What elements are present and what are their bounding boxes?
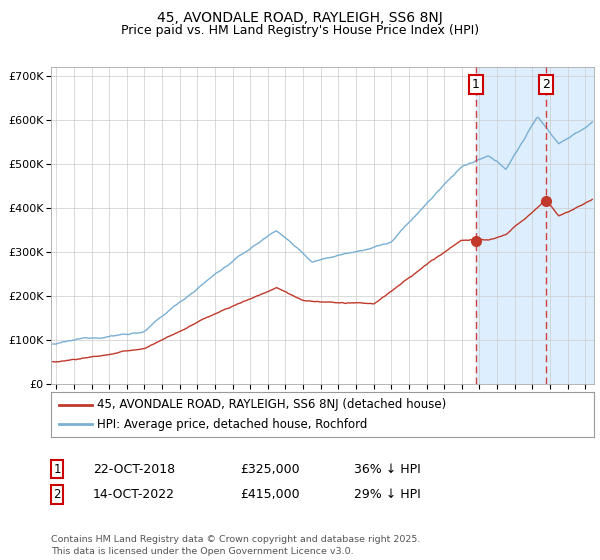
Text: 14-OCT-2022: 14-OCT-2022 bbox=[93, 488, 175, 501]
Text: £415,000: £415,000 bbox=[240, 488, 299, 501]
Text: 2: 2 bbox=[542, 78, 550, 91]
Text: 1: 1 bbox=[53, 463, 61, 476]
Text: Price paid vs. HM Land Registry's House Price Index (HPI): Price paid vs. HM Land Registry's House … bbox=[121, 24, 479, 36]
Text: 45, AVONDALE ROAD, RAYLEIGH, SS6 8NJ: 45, AVONDALE ROAD, RAYLEIGH, SS6 8NJ bbox=[157, 11, 443, 25]
Text: £325,000: £325,000 bbox=[240, 463, 299, 476]
Bar bbox=[476, 67, 594, 384]
Text: 36% ↓ HPI: 36% ↓ HPI bbox=[354, 463, 421, 476]
Text: HPI: Average price, detached house, Rochford: HPI: Average price, detached house, Roch… bbox=[97, 418, 368, 431]
Text: 29% ↓ HPI: 29% ↓ HPI bbox=[354, 488, 421, 501]
Text: Contains HM Land Registry data © Crown copyright and database right 2025.
This d: Contains HM Land Registry data © Crown c… bbox=[51, 535, 421, 556]
Text: 22-OCT-2018: 22-OCT-2018 bbox=[93, 463, 175, 476]
Text: 2: 2 bbox=[53, 488, 61, 501]
Text: 1: 1 bbox=[472, 78, 480, 91]
Text: 45, AVONDALE ROAD, RAYLEIGH, SS6 8NJ (detached house): 45, AVONDALE ROAD, RAYLEIGH, SS6 8NJ (de… bbox=[97, 398, 446, 411]
